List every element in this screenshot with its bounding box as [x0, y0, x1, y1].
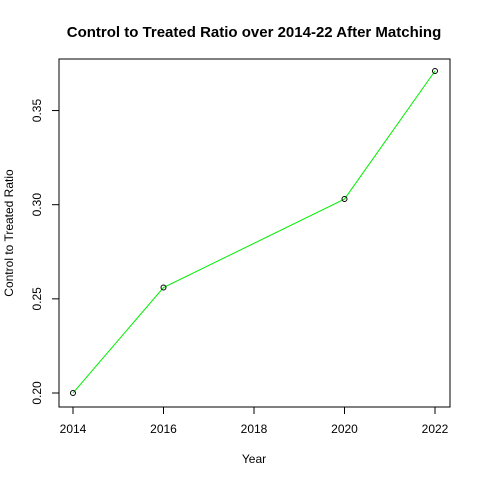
y-axis-label: Control to Treated Ratio — [2, 169, 16, 297]
y-tick-label: 0.25 — [30, 287, 44, 311]
data-point — [70, 390, 76, 396]
y-tick-label: 0.30 — [30, 193, 44, 217]
data-point — [341, 196, 348, 203]
series-line — [72, 70, 436, 394]
plot-frame — [58, 58, 451, 408]
y-tick-label: 0.35 — [30, 99, 44, 123]
x-axis-label: Year — [242, 452, 266, 466]
data-point — [160, 284, 167, 291]
chart-title: Control to Treated Ratio over 2014-22 Af… — [67, 24, 442, 41]
x-tick-label: 2014 — [60, 422, 87, 436]
data-point — [432, 68, 438, 74]
x-tick-label: 2016 — [150, 422, 177, 436]
y-axis: 0.20 0.25 0.30 0.35 — [30, 99, 59, 405]
x-tick-label: 2022 — [422, 422, 449, 436]
x-tick-label: 2020 — [331, 422, 358, 436]
y-tick-label: 0.20 — [30, 381, 44, 405]
series-ratio — [70, 68, 438, 396]
x-axis: 2014 2016 2018 2020 2022 — [60, 407, 449, 436]
x-tick-label: 2018 — [241, 422, 268, 436]
